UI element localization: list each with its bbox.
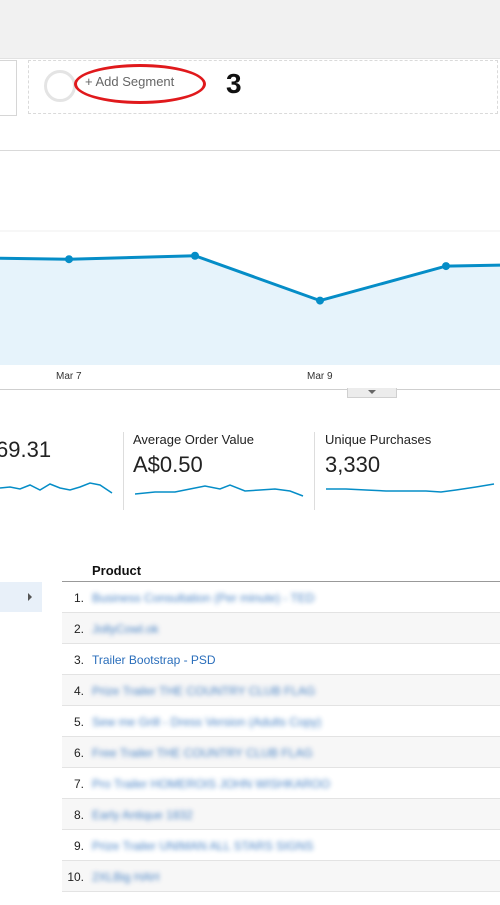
annotation-number: 3 — [226, 68, 242, 99]
metric-unique-purchases[interactable]: Unique Purchases 3,330 — [325, 432, 431, 478]
line-chart-frame — [0, 150, 500, 390]
sparkline — [0, 482, 113, 494]
row-number: 5. — [73, 715, 84, 729]
metric-value: A$0.50 — [133, 452, 203, 477]
row-number: 10. — [67, 870, 84, 884]
metric-label: Unique Purchases — [325, 432, 432, 447]
chart-series-line — [0, 254, 500, 303]
table-row: 1. Business Consultation (Per minute) - … — [62, 582, 500, 613]
row-number: 4. — [73, 684, 84, 698]
column-header-product[interactable]: Product — [92, 563, 142, 578]
annotation-ellipse — [74, 64, 206, 104]
product-link[interactable]: Prize Trailer THE COUNTRY CLUB FLAG — [92, 684, 316, 698]
row-number: 7. — [73, 777, 84, 791]
row-number: 8. — [73, 808, 84, 822]
metric-value: 69.31 — [0, 437, 52, 462]
product-link[interactable]: Trailer Bootstrap - PSD — [92, 653, 216, 667]
row-number: 3. — [73, 653, 84, 667]
table-row: 7. Pro Trailer HOMEROIS JOHN WISHKAROO — [62, 768, 500, 799]
table-row: 4. Prize Trailer THE COUNTRY CLUB FLAG — [62, 675, 500, 706]
line-chart[interactable] — [0, 150, 500, 388]
table-row: 2. JollyCowl.ok — [62, 613, 500, 644]
left-table-selected-row[interactable] — [0, 582, 42, 612]
table-row: 8. Early Antique 1832 — [62, 799, 500, 830]
product-link[interactable]: Pro Trailer HOMEROIS JOHN WISHKAROO — [92, 777, 331, 791]
product-link[interactable]: Sew me Grill - Dress Version (Adults Cop… — [92, 715, 322, 729]
table-row: 3. Trailer Bootstrap - PSD — [62, 644, 500, 675]
row-number: 9. — [73, 839, 84, 853]
segment-placeholder[interactable] — [28, 60, 498, 114]
metric-value: 3,330 — [325, 452, 381, 477]
chart-data-point[interactable] — [191, 251, 199, 260]
top-toolbar — [0, 0, 500, 59]
x-tick-label: Mar 7 — [56, 371, 82, 382]
metric-average-order-value[interactable]: Average Order Value A$0.50 — [133, 432, 254, 478]
product-link[interactable]: JollyCowl.ok — [92, 622, 159, 636]
sparkline — [326, 483, 495, 493]
chart-data-point[interactable] — [65, 255, 73, 264]
table-header: Product — [62, 556, 500, 582]
metric-divider — [123, 432, 124, 510]
chart-data-point[interactable] — [316, 296, 324, 305]
table-row: 5. Sew me Grill - Dress Version (Adults … — [62, 706, 500, 737]
segment-circle-icon — [44, 70, 76, 102]
chart-area-fill — [0, 255, 500, 365]
product-link[interactable]: Business Consultation (Per minute) - TED — [92, 591, 315, 605]
sparkline — [135, 484, 304, 497]
row-number: 1. — [73, 591, 84, 605]
table-row: 10. 2XLBig HAH — [62, 861, 500, 892]
x-tick-label: Mar 9 — [307, 371, 333, 382]
segment-card-all-users[interactable] — [0, 60, 17, 116]
metric-revenue[interactable]: 69.31 — [0, 432, 51, 463]
metric-divider — [314, 432, 315, 510]
chart-collapse-toggle[interactable] — [347, 388, 397, 398]
product-link[interactable]: 2XLBig HAH — [92, 870, 160, 884]
table-row: 6. Free Trailer THE COUNTRY CLUB FLAG — [62, 737, 500, 768]
metric-label: Average Order Value — [133, 432, 254, 447]
product-link[interactable]: Early Antique 1832 — [92, 808, 193, 822]
row-number: 2. — [73, 622, 84, 636]
product-link[interactable]: Prize Trailer UNIMAN ALL STARS SIGNS — [92, 839, 314, 853]
row-number: 6. — [73, 746, 84, 760]
table-row: 9. Prize Trailer UNIMAN ALL STARS SIGNS — [62, 830, 500, 861]
chart-data-point[interactable] — [442, 262, 450, 271]
product-link[interactable]: Free Trailer THE COUNTRY CLUB FLAG — [92, 746, 313, 760]
